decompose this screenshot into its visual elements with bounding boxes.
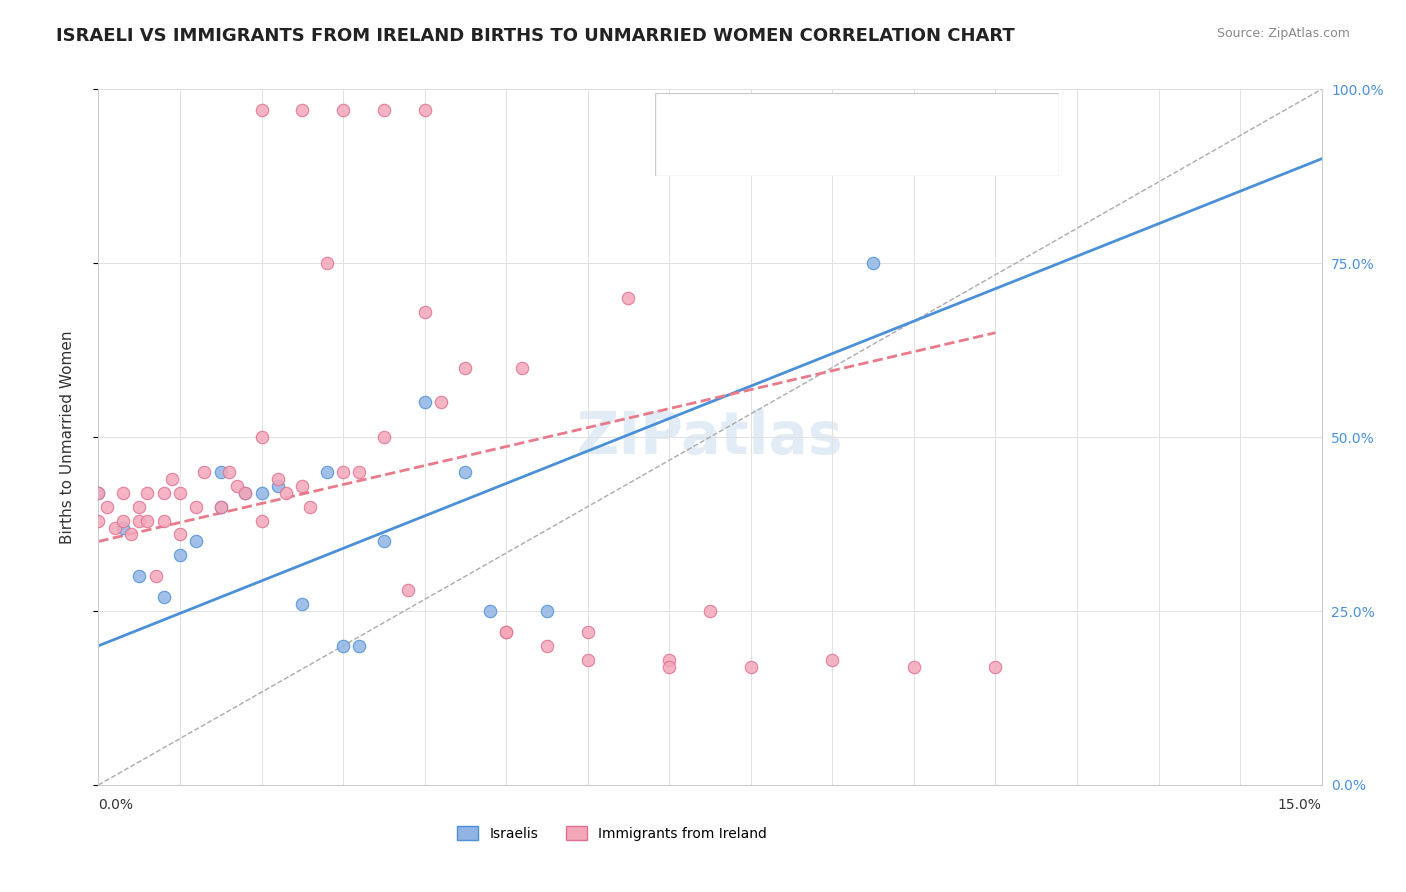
Point xyxy=(250,485,273,500)
Point xyxy=(413,395,436,409)
Point xyxy=(315,465,337,479)
Point xyxy=(111,485,134,500)
Point xyxy=(145,569,167,583)
Point xyxy=(250,430,273,444)
Text: 15.0%: 15.0% xyxy=(1278,798,1322,813)
Point xyxy=(332,465,354,479)
Point xyxy=(332,639,354,653)
Point xyxy=(291,103,314,117)
Point xyxy=(136,485,159,500)
Point xyxy=(233,485,256,500)
Point xyxy=(111,514,134,528)
Point xyxy=(396,583,419,598)
Point xyxy=(120,527,142,541)
Point xyxy=(128,500,150,514)
Point xyxy=(87,485,110,500)
Point xyxy=(984,659,1007,673)
Point xyxy=(373,534,395,549)
Point xyxy=(136,514,159,528)
Point xyxy=(658,653,681,667)
Point xyxy=(87,485,110,500)
Point xyxy=(193,465,215,479)
Point xyxy=(373,430,395,444)
Point xyxy=(152,485,174,500)
Text: ISRAELI VS IMMIGRANTS FROM IRELAND BIRTHS TO UNMARRIED WOMEN CORRELATION CHART: ISRAELI VS IMMIGRANTS FROM IRELAND BIRTH… xyxy=(56,27,1015,45)
Point xyxy=(903,659,925,673)
Point xyxy=(250,103,273,117)
Point xyxy=(454,465,477,479)
Y-axis label: Births to Unmarried Women: Births to Unmarried Women xyxy=(60,330,75,544)
Point xyxy=(291,479,314,493)
Point xyxy=(104,520,127,534)
Point xyxy=(169,485,191,500)
Point xyxy=(536,639,558,653)
Point xyxy=(332,103,354,117)
Point xyxy=(186,534,208,549)
Point xyxy=(226,479,249,493)
Point xyxy=(169,549,191,563)
Point xyxy=(111,520,134,534)
Point xyxy=(87,514,110,528)
Point xyxy=(821,653,844,667)
Point xyxy=(209,500,232,514)
Point xyxy=(152,514,174,528)
Point xyxy=(128,514,150,528)
Point xyxy=(152,590,174,604)
Text: 0.0%: 0.0% xyxy=(98,798,134,813)
Point xyxy=(740,659,762,673)
Point xyxy=(299,500,322,514)
Point xyxy=(128,569,150,583)
Point xyxy=(267,472,290,486)
Point xyxy=(209,500,232,514)
Point xyxy=(862,256,884,270)
Point xyxy=(349,465,371,479)
Point xyxy=(160,472,183,486)
Point xyxy=(413,305,436,319)
Point xyxy=(169,527,191,541)
Point xyxy=(495,624,517,639)
Point xyxy=(218,465,240,479)
Point xyxy=(576,653,599,667)
Text: ZIPatlas: ZIPatlas xyxy=(576,409,844,466)
Point xyxy=(349,639,371,653)
Point xyxy=(658,659,681,673)
Point xyxy=(373,103,395,117)
Point xyxy=(291,597,314,611)
Point xyxy=(186,500,208,514)
Text: Source: ZipAtlas.com: Source: ZipAtlas.com xyxy=(1216,27,1350,40)
Point xyxy=(267,479,290,493)
Legend: Israelis, Immigrants from Ireland: Israelis, Immigrants from Ireland xyxy=(450,819,773,847)
Point xyxy=(478,604,501,618)
Point xyxy=(413,103,436,117)
Point xyxy=(699,604,721,618)
Point xyxy=(536,604,558,618)
Point xyxy=(617,291,640,305)
Point xyxy=(576,624,599,639)
Point xyxy=(274,485,297,500)
Point xyxy=(495,624,517,639)
Point xyxy=(430,395,453,409)
Point xyxy=(512,360,534,375)
Point xyxy=(233,485,256,500)
Point xyxy=(454,360,477,375)
Point xyxy=(96,500,118,514)
Point xyxy=(315,256,337,270)
Point xyxy=(209,465,232,479)
Point xyxy=(250,514,273,528)
